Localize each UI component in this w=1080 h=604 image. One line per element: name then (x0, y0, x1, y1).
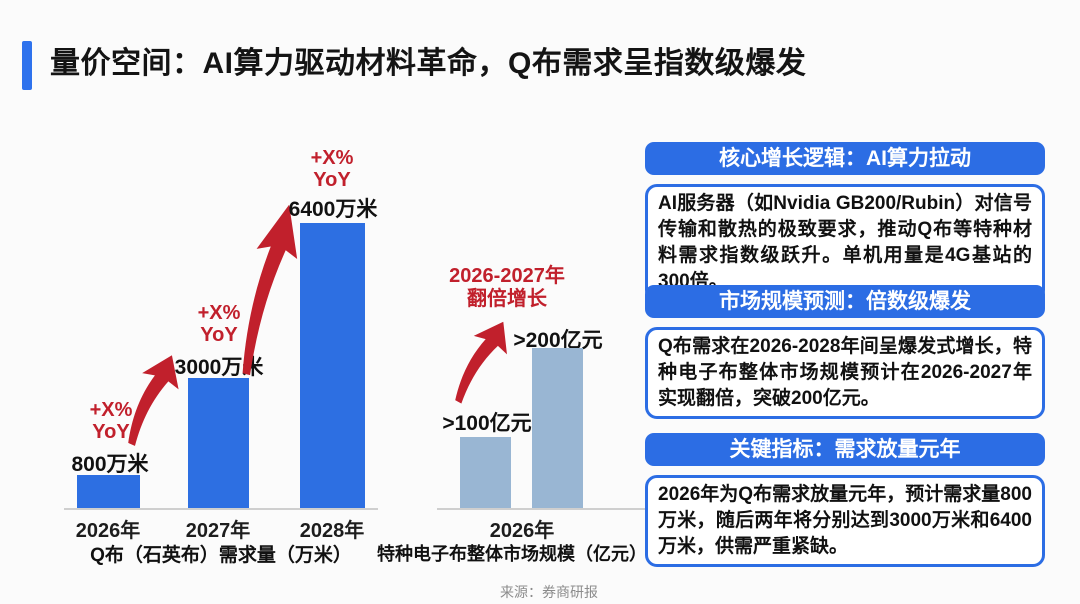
yoy-label-2028: +X% YoY (310, 147, 354, 191)
title-accent-bar (22, 41, 32, 90)
doubling-annotation: 2026-2027年 翻倍增长 (449, 265, 565, 310)
growth-arrow-icon-1 (113, 347, 191, 454)
info-box-key-indicator: 关键指标：需求放量元年 2026年为Q布需求放量元年，预计需求量800万米，随后… (645, 433, 1045, 567)
bar-2028 (300, 223, 365, 508)
info-box-header: 市场规模预测：倍数级爆发 (645, 285, 1045, 318)
bar-value-label-2028: 6400万米 (288, 198, 378, 221)
x-axis-line-2 (437, 508, 648, 510)
bar-2027 (188, 378, 249, 508)
bar-market-2027 (532, 348, 583, 508)
info-box-body: AI服务器（如Nvidia GB200/Rubin）对信号传输和散热的极致要求，… (645, 184, 1045, 302)
x-axis-line (64, 508, 378, 510)
info-box-body: Q布需求在2026-2028年间呈爆发式增长，特种电子布整体市场规模预计在202… (645, 327, 1045, 419)
x-tick-2026: 2026年 (75, 520, 141, 542)
x-axis-title-2: 特种电子布整体市场规模（亿元） (377, 544, 647, 564)
growth-arrow-icon-3 (441, 312, 521, 412)
x-tick-2027: 2027年 (185, 520, 251, 542)
info-box-body: 2026年为Q布需求放量元年，预计需求量800万米，随后两年将分别达到3000万… (645, 475, 1045, 567)
bar-value-label-2026: 800万米 (71, 453, 149, 476)
bar-market-2026 (460, 437, 511, 508)
bar-value-label-200: >200亿元 (513, 329, 603, 352)
source-note: 来源：券商研报 (500, 584, 598, 600)
yoy-label-2026: +X% YoY (89, 399, 133, 443)
growth-arrow-icon-2 (225, 199, 310, 379)
info-box-header: 核心增长逻辑：AI算力拉动 (645, 142, 1045, 175)
bar-value-label-2027: 3000万米 (174, 356, 264, 379)
x-axis-title: Q布（石英布）需求量（万米） (90, 545, 352, 566)
bar-value-label-100: >100亿元 (442, 412, 532, 435)
info-box-core-growth-logic: 核心增长逻辑：AI算力拉动 AI服务器（如Nvidia GB200/Rubin）… (645, 142, 1045, 302)
bar-2026 (77, 475, 140, 508)
yoy-label-2027: +X% YoY (197, 302, 241, 346)
x-tick-market-2026: 2026年 (489, 520, 555, 542)
page-title: 量价空间：AI算力驱动材料革命，Q布需求呈指数级爆发 (50, 47, 807, 80)
info-box-header: 关键指标：需求放量元年 (645, 433, 1045, 466)
info-box-market-forecast: 市场规模预测：倍数级爆发 Q布需求在2026-2028年间呈爆发式增长，特种电子… (645, 285, 1045, 419)
x-tick-2028: 2028年 (299, 520, 365, 542)
